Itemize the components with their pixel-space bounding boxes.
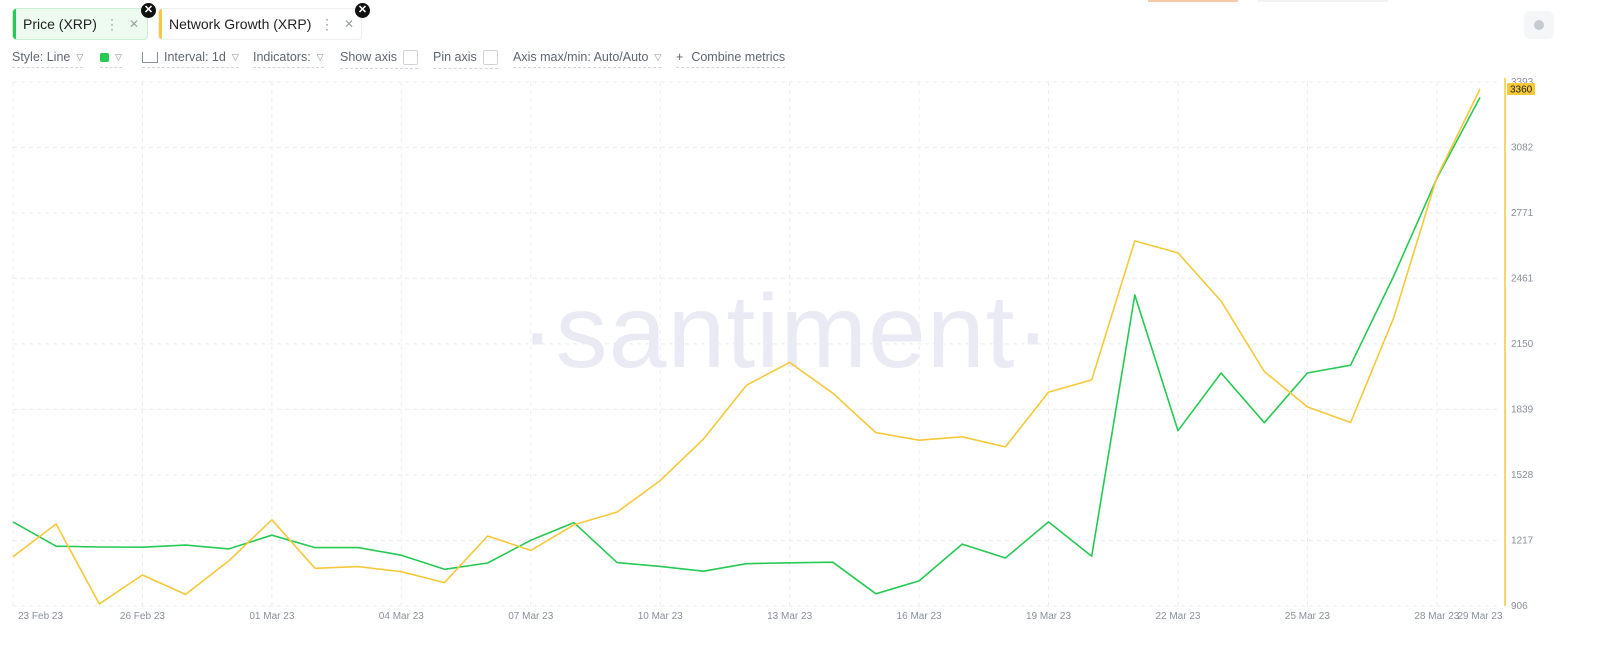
chevron-down-icon: ▽ [115,52,122,62]
show-axis-toggle[interactable]: Show axis [340,50,418,70]
x-tick-label: 26 Feb 23 [120,611,165,622]
chart-series [12,88,1481,605]
color-swatch [100,53,109,63]
chevron-down-icon: ▽ [231,52,239,62]
axis-minmax-label: Axis max/min: Auto/Auto [513,50,649,64]
x-tick-label: 25 Mar 23 [1285,611,1330,622]
top-accent-bar-secondary [1258,0,1388,2]
tab-price-xrp[interactable]: Price (XRP) ⋮ ✕ ✕ [12,3,156,40]
chevron-down-icon: ▽ [654,52,662,62]
tab-color-bar [159,9,162,39]
tab-network-growth-xrp[interactable]: Network Growth (XRP) ⋮ ✕ ✕ [158,3,370,40]
show-axis-label: Show axis [340,50,397,64]
x-tick-label: 10 Mar 23 [638,611,683,622]
x-axis: 23 Feb 23 26 Feb 23 01 Mar 23 04 Mar 23 07 M… [18,611,1503,622]
last-value-label: 3360 [1510,84,1533,95]
color-dropdown[interactable]: ▽ [100,50,122,68]
settings-toggle-button[interactable] [1524,11,1554,39]
y-tick-label: 1528 [1511,470,1534,481]
chevron-down-icon: ▽ [316,52,324,62]
interval-dropdown[interactable]: Interval: 1d ▽ [142,50,239,68]
interval-label: Interval: 1d [164,50,226,64]
tab-label: Network Growth (XRP) [169,16,312,32]
last-value-badge [1507,82,1535,95]
x-tick-label: 22 Mar 23 [1155,611,1200,622]
price-line [12,97,1481,595]
y-tick-label: 2461 [1511,273,1534,284]
pin-axis-toggle[interactable]: Pin axis [433,50,498,70]
close-icon[interactable]: ✕ [344,17,355,31]
x-tick-label: 13 Mar 23 [767,611,812,622]
y-tick-label: 3082 [1511,143,1534,154]
x-tick-label: 16 Mar 23 [897,611,942,622]
x-tick-label: 28 Mar 23 [1414,611,1459,622]
chevron-down-icon: ▽ [76,52,84,62]
combine-metrics-label: Combine metrics [691,50,786,64]
close-circle-icon[interactable]: ✕ [355,3,370,18]
combine-metrics-button[interactable]: + Combine metrics [676,50,786,68]
x-tick-label: 07 Mar 23 [508,611,553,622]
tab-label: Price (XRP) [23,16,97,32]
axis-minmax-dropdown[interactable]: Axis max/min: Auto/Auto ▽ [513,50,662,68]
circle-icon [1534,20,1544,30]
style-label: Style: Line [12,50,71,64]
vertical-dots-icon[interactable]: ⋮ [105,16,119,32]
x-tick-label: 04 Mar 23 [379,611,424,622]
vertical-dots-icon[interactable]: ⋮ [320,16,334,32]
close-icon[interactable]: ✕ [129,17,140,31]
show-axis-checkbox[interactable] [402,50,418,66]
y-tick-label: 1839 [1511,404,1534,415]
y-tick-label: 1217 [1511,535,1534,546]
pin-axis-checkbox[interactable] [482,50,498,66]
indicators-label: Indicators: [253,50,311,64]
y-tick-label: 906 [1511,601,1528,612]
x-tick-label: 01 Mar 23 [249,611,294,622]
x-tick-label: 23 Feb 23 [18,611,63,622]
style-dropdown[interactable]: Style: Line ▽ [12,50,84,68]
close-circle-icon[interactable]: ✕ [141,3,156,18]
y-tick-label: 3393 [1511,77,1534,88]
plus-icon: + [676,50,684,64]
top-accent-bar [1148,0,1238,2]
santiment-watermark: ·santiment· [520,274,1051,390]
y-tick-label: 2771 [1511,208,1534,219]
x-tick-label: 19 Mar 23 [1026,611,1071,622]
network-growth-line [12,88,1481,605]
x-tick-label: 29 Mar 23 [1457,611,1502,622]
indicators-dropdown[interactable]: Indicators: ▽ [253,50,324,68]
pin-axis-label: Pin axis [433,50,477,64]
ruler-icon [142,52,158,64]
y-tick-label: 2150 [1511,339,1534,350]
tab-color-bar [13,9,16,39]
